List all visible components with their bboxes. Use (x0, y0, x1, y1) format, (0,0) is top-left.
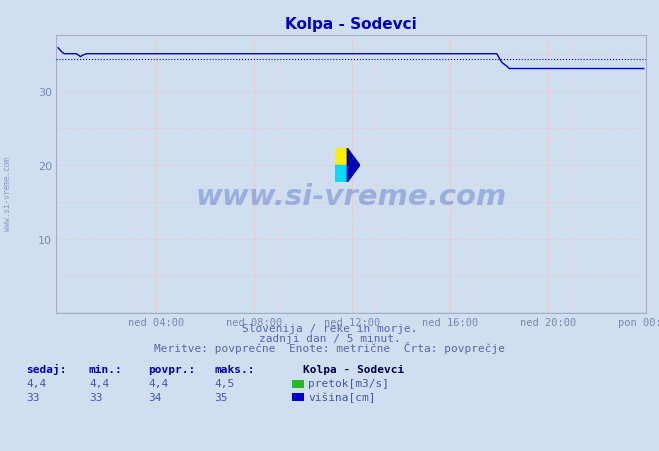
Text: sedaj:: sedaj: (26, 363, 67, 374)
Text: 4,4: 4,4 (89, 378, 109, 388)
Text: Kolpa - Sodevci: Kolpa - Sodevci (303, 364, 405, 374)
Text: Slovenija / reke in morje.: Slovenija / reke in morje. (242, 323, 417, 333)
Text: povpr.:: povpr.: (148, 364, 196, 374)
Text: 33: 33 (89, 392, 102, 402)
Text: 34: 34 (148, 392, 161, 402)
Title: Kolpa - Sodevci: Kolpa - Sodevci (285, 17, 416, 32)
Text: www.si-vreme.com: www.si-vreme.com (195, 183, 507, 211)
Polygon shape (335, 166, 347, 183)
Text: min.:: min.: (89, 364, 123, 374)
Text: 4,4: 4,4 (148, 378, 169, 388)
Text: maks.:: maks.: (214, 364, 254, 374)
Text: pretok[m3/s]: pretok[m3/s] (308, 378, 389, 388)
Text: 33: 33 (26, 392, 40, 402)
Text: 4,5: 4,5 (214, 378, 235, 388)
Text: zadnji dan / 5 minut.: zadnji dan / 5 minut. (258, 333, 401, 343)
Text: 4,4: 4,4 (26, 378, 47, 388)
Text: 35: 35 (214, 392, 227, 402)
Polygon shape (335, 149, 347, 166)
Text: višina[cm]: višina[cm] (308, 391, 376, 402)
Polygon shape (347, 149, 360, 183)
Text: www.si-vreme.com: www.si-vreme.com (3, 157, 13, 231)
Text: Meritve: povprečne  Enote: metrične  Črta: povprečje: Meritve: povprečne Enote: metrične Črta:… (154, 341, 505, 353)
